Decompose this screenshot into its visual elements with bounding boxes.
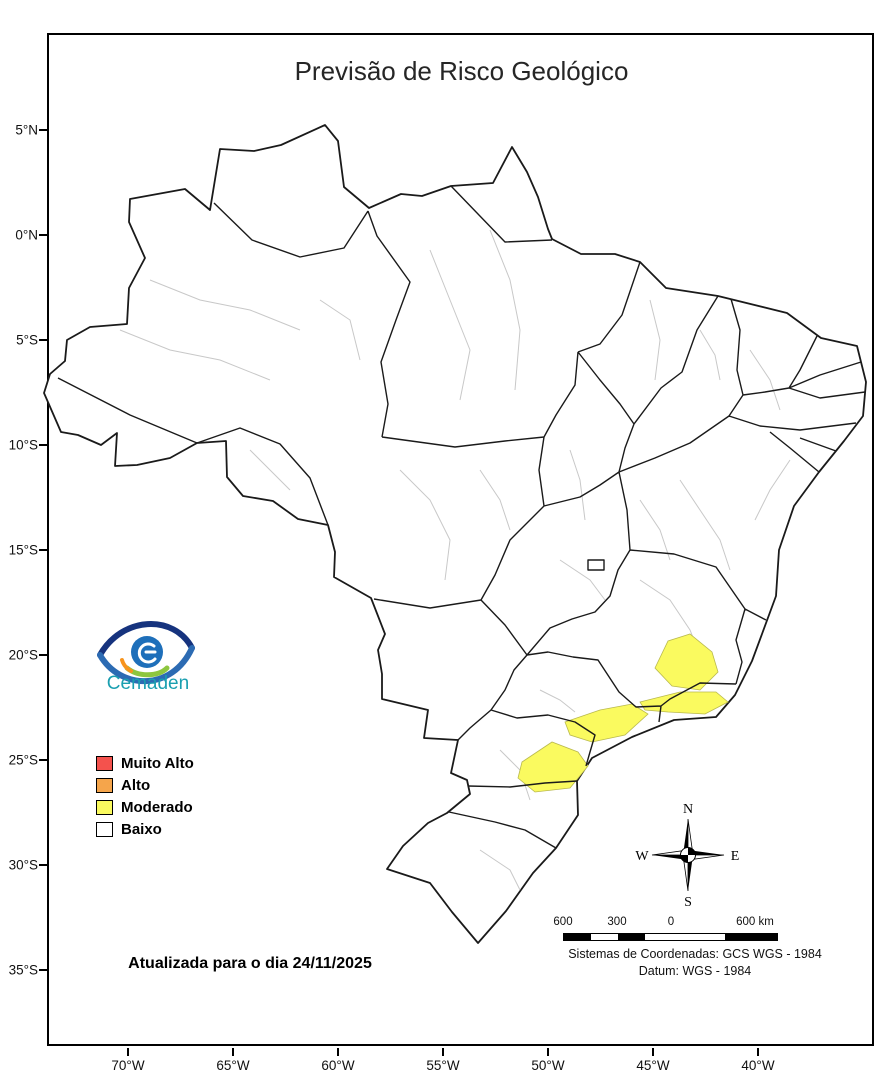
lon-tick-label: 45°W	[636, 1058, 670, 1073]
scale-bar-segment	[564, 934, 591, 940]
lat-tick-label: 15°S	[8, 542, 38, 558]
legend-label-baixo: Baixo	[121, 821, 162, 838]
scale-label-600-km: 600 km	[736, 916, 774, 928]
compass-rose-icon: N S E W	[635, 802, 739, 910]
risk-area-moderado	[639, 691, 729, 715]
credits-line2: Datum: WGS - 1984	[638, 963, 752, 978]
lat-tick	[39, 654, 47, 656]
lat-tick	[39, 234, 47, 236]
legend-label-alto: Alto	[121, 777, 151, 794]
legend-item-alto: Alto	[96, 777, 194, 794]
lon-tick	[757, 1048, 759, 1056]
scale-bar-segment	[618, 934, 645, 940]
lon-tick	[337, 1048, 339, 1056]
lon-tick-label: 55°W	[426, 1058, 460, 1073]
lon-tick	[652, 1048, 654, 1056]
legend-swatch-alto	[96, 778, 113, 793]
lat-tick	[39, 864, 47, 866]
lat-tick	[39, 759, 47, 761]
region-borders	[119, 229, 791, 891]
risk-area-moderado	[564, 703, 649, 743]
legend-item-moderado: Moderado	[96, 799, 194, 816]
legend-swatch-moderado	[96, 800, 113, 815]
map-title: Previsão de Risco Geológico	[294, 56, 629, 86]
cemaden-logo-icon	[97, 621, 195, 685]
update-note: Atualizada para o dia 24/11/2025	[128, 955, 372, 972]
legend-item-muito-alto: Muito Alto	[96, 755, 194, 772]
compass-w-label: W	[635, 849, 649, 864]
lat-tick-label: 5°S	[16, 332, 38, 348]
lat-tick	[39, 549, 47, 551]
cemaden-wordmark: Cemaden	[106, 673, 190, 694]
legend-item-baixo: Baixo	[96, 821, 194, 838]
lat-tick-label: 10°S	[8, 437, 38, 453]
lat-tick	[39, 444, 47, 446]
compass-s-label: S	[684, 895, 692, 910]
lon-tick	[547, 1048, 549, 1056]
scale-bar-segment	[725, 934, 777, 940]
lat-tick-label: 20°S	[8, 647, 38, 663]
risk-area-moderado	[654, 633, 719, 691]
lat-tick-label: 25°S	[8, 752, 38, 768]
lon-tick	[442, 1048, 444, 1056]
scale-label-0: 0	[667, 916, 675, 928]
coordinate-system-credits: Sistemas de Coordenadas: GCS WGS - 1984 …	[525, 946, 865, 980]
lat-tick-label: 5°N	[15, 122, 38, 138]
lon-tick	[127, 1048, 129, 1056]
lon-tick-label: 65°W	[216, 1058, 250, 1073]
lat-tick-label: 30°S	[8, 857, 38, 873]
legend-label-moderado: Moderado	[121, 799, 193, 816]
legend-label-muito-alto: Muito Alto	[121, 755, 194, 772]
legend-swatch-baixo	[96, 822, 113, 837]
risk-legend: Muito Alto Alto Moderado Baixo	[96, 755, 194, 843]
state-borders	[57, 185, 866, 849]
lon-tick-label: 40°W	[741, 1058, 775, 1073]
risk-area-moderado	[517, 741, 589, 793]
brazil-outline	[43, 124, 867, 944]
lon-tick-label: 50°W	[531, 1058, 565, 1073]
lon-tick	[232, 1048, 234, 1056]
scale-label-300: 300	[607, 916, 627, 928]
credits-line1: Sistemas de Coordenadas: GCS WGS - 1984	[568, 947, 822, 961]
compass-n-label: N	[683, 802, 693, 817]
lat-tick-label: 0°N	[15, 227, 38, 243]
scale-bar	[563, 933, 778, 941]
legend-swatch-muito-alto	[96, 756, 113, 771]
lat-tick	[39, 969, 47, 971]
compass-e-label: E	[731, 849, 740, 864]
lon-tick-label: 70°W	[111, 1058, 145, 1073]
lat-tick	[39, 129, 47, 131]
lat-tick-label: 35°S	[8, 962, 38, 978]
lon-tick-label: 60°W	[321, 1058, 355, 1073]
scale-label-600-left: 600	[553, 916, 573, 928]
lat-tick	[39, 339, 47, 341]
